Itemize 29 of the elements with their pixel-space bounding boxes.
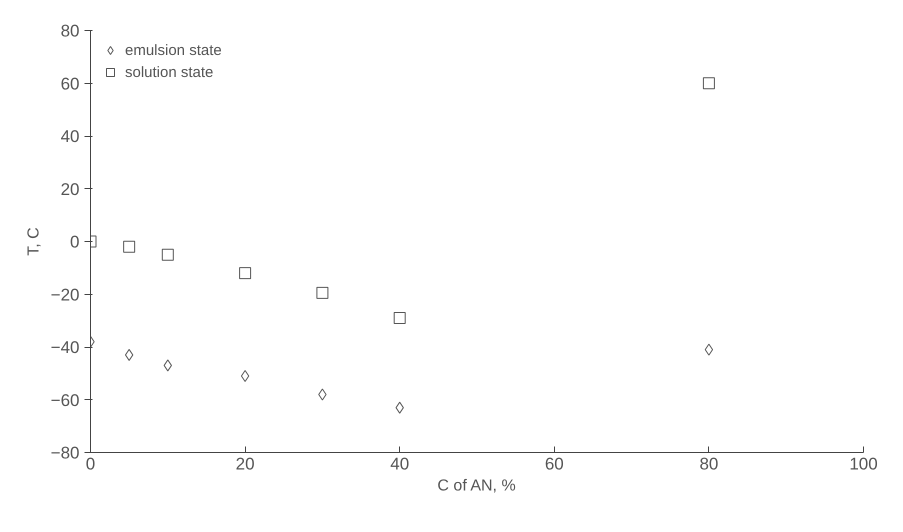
x-tick-label: 60 <box>544 454 564 474</box>
x-tick-label: 40 <box>390 454 410 474</box>
point <box>394 312 406 324</box>
point <box>124 348 134 361</box>
x-tick-label: 20 <box>236 454 255 474</box>
point <box>316 286 328 299</box>
point <box>240 370 250 382</box>
legend-label: solution state <box>125 64 214 80</box>
y-tick-label: 0 <box>70 232 80 252</box>
y-tick-label: 20 <box>60 180 80 199</box>
legend-label: emulsion state <box>125 42 222 58</box>
y-tick-label: 40 <box>60 127 80 146</box>
point <box>162 248 174 261</box>
y-tick-label: −80 <box>50 444 80 462</box>
y-tick-label: 60 <box>60 74 80 94</box>
y-axis-title: T, C <box>26 227 43 256</box>
x-tick-label: 80 <box>699 454 718 474</box>
y-tick-label: −20 <box>50 285 80 304</box>
x-tick-label: 100 <box>849 454 878 474</box>
x-axis-title: C of AN, % <box>437 478 516 494</box>
point <box>702 77 715 90</box>
point <box>239 267 252 280</box>
point <box>704 344 714 356</box>
point <box>123 240 136 253</box>
x-tick-label: 0 <box>86 454 96 474</box>
point <box>318 388 327 400</box>
y-tick-label: 80 <box>60 22 80 40</box>
y-tick-label: −40 <box>50 338 80 357</box>
y-tick-label: −60 <box>50 390 80 410</box>
